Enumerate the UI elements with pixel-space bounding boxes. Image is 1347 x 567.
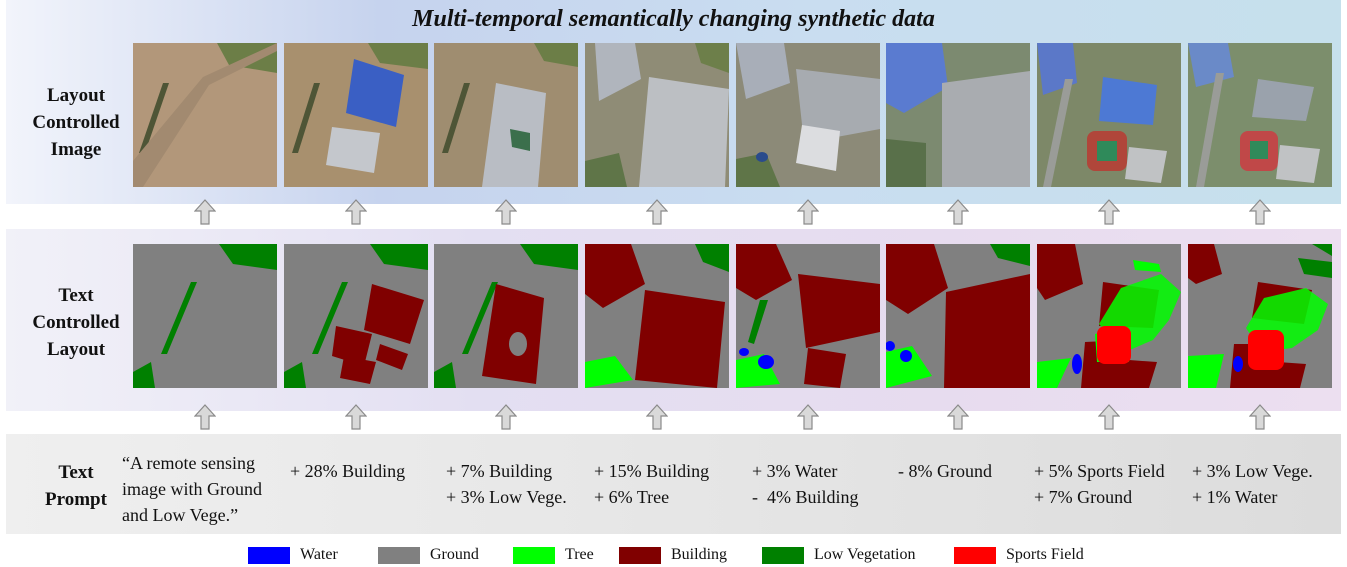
prompt-line: image with Ground — [122, 479, 262, 499]
prompt-6: - 8% Ground — [898, 458, 992, 484]
row-label-prompt: Text Prompt — [45, 462, 107, 510]
layout-tile-2 — [284, 244, 428, 388]
image-tile-1 — [133, 43, 277, 187]
layout-tile-6 — [886, 244, 1030, 388]
legend-swatch-low-vegetation — [762, 547, 804, 564]
prompt-4: + 15% Building + 6% Tree — [594, 458, 709, 510]
layout-tile-8 — [1188, 244, 1332, 388]
arrow-prompt-to-layout-5 — [796, 404, 820, 430]
arrow-layout-to-image-8 — [1248, 199, 1272, 225]
prompt-line: “A remote sensing — [122, 453, 255, 473]
legend-swatch-building — [619, 547, 661, 564]
legend-label: Ground — [430, 546, 479, 563]
arrow-prompt-to-layout-2 — [344, 404, 368, 430]
arrow-prompt-to-layout-1 — [193, 404, 217, 430]
prompt-line: + 3% Low Vege. — [1192, 461, 1313, 481]
prompt-2: + 28% Building — [290, 458, 405, 484]
image-tile-4 — [585, 43, 729, 187]
prompt-line: + 5% Sports Field — [1034, 461, 1165, 481]
arrow-layout-to-image-4 — [645, 199, 669, 225]
arrow-prompt-to-layout-7 — [1097, 404, 1121, 430]
row-label-image: Layout Controlled Image — [32, 85, 120, 160]
legend-swatch-ground — [378, 547, 420, 564]
layout-tile-5 — [736, 244, 880, 388]
legend-swatch-water — [248, 547, 290, 564]
layout-tile-1 — [133, 244, 277, 388]
arrow-prompt-to-layout-3 — [494, 404, 518, 430]
legend-label: Low Vegetation — [814, 546, 916, 563]
prompt-line: + 28% Building — [290, 461, 406, 481]
prompt-line: + 1% Water — [1192, 487, 1278, 507]
prompt-1: “A remote sensing image with Ground and Lo… — [122, 450, 262, 528]
prompt-line: and Low Vege.” — [122, 505, 239, 525]
arrow-layout-to-image-3 — [494, 199, 518, 225]
legend-swatch-tree — [513, 547, 555, 564]
arrow-prompt-to-layout-4 — [645, 404, 669, 430]
figure-title: Multi-temporal semantically changing syn… — [412, 6, 935, 32]
row-label-layout: Text Controlled Layout — [32, 285, 120, 360]
image-tile-7 — [1037, 43, 1181, 187]
arrow-prompt-to-layout-8 — [1248, 404, 1272, 430]
image-tile-8 — [1188, 43, 1332, 187]
arrow-layout-to-image-5 — [796, 199, 820, 225]
legend-label: Tree — [565, 546, 594, 563]
prompt-line: + 15% Building — [594, 461, 710, 481]
arrow-layout-to-image-2 — [344, 199, 368, 225]
legend-label: Building — [671, 546, 728, 563]
arrow-layout-to-image-6 — [946, 199, 970, 225]
prompt-line: - 8% Ground — [898, 461, 992, 481]
arrow-prompt-to-layout-6 — [946, 404, 970, 430]
image-tile-3 — [434, 43, 578, 187]
prompt-3: + 7% Building + 3% Low Vege. — [446, 458, 567, 510]
prompt-line: - 4% Building — [752, 487, 859, 507]
image-tile-2 — [284, 43, 428, 187]
image-tile-5 — [736, 43, 880, 187]
prompt-line: + 3% Water — [752, 461, 838, 481]
prompt-line: + 7% Ground — [1034, 487, 1133, 507]
legend-label: Water — [300, 546, 338, 563]
prompt-line: + 6% Tree — [594, 487, 670, 507]
image-tile-6 — [886, 43, 1030, 187]
prompt-row-band — [6, 434, 1341, 534]
prompt-5: + 3% Water - 4% Building — [752, 458, 859, 510]
arrow-layout-to-image-7 — [1097, 199, 1121, 225]
prompt-7: + 5% Sports Field + 7% Ground — [1034, 458, 1165, 510]
layout-tile-4 — [585, 244, 729, 388]
layout-tile-7 — [1037, 244, 1181, 388]
prompt-line: + 3% Low Vege. — [446, 487, 567, 507]
prompt-8: + 3% Low Vege. + 1% Water — [1192, 458, 1313, 510]
legend-label: Sports Field — [1006, 546, 1084, 563]
layout-tile-3 — [434, 244, 578, 388]
prompt-line: + 7% Building — [446, 461, 553, 481]
arrow-layout-to-image-1 — [193, 199, 217, 225]
legend-swatch-sports-field — [954, 547, 996, 564]
